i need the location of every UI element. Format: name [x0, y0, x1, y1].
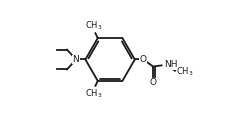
Text: CH$_3$: CH$_3$	[85, 19, 103, 32]
Text: O: O	[150, 78, 157, 87]
Text: N: N	[73, 55, 79, 64]
Text: CH$_3$: CH$_3$	[85, 87, 103, 100]
Text: CH$_3$: CH$_3$	[176, 66, 194, 78]
Text: NH: NH	[164, 60, 178, 69]
Text: O: O	[140, 55, 147, 64]
